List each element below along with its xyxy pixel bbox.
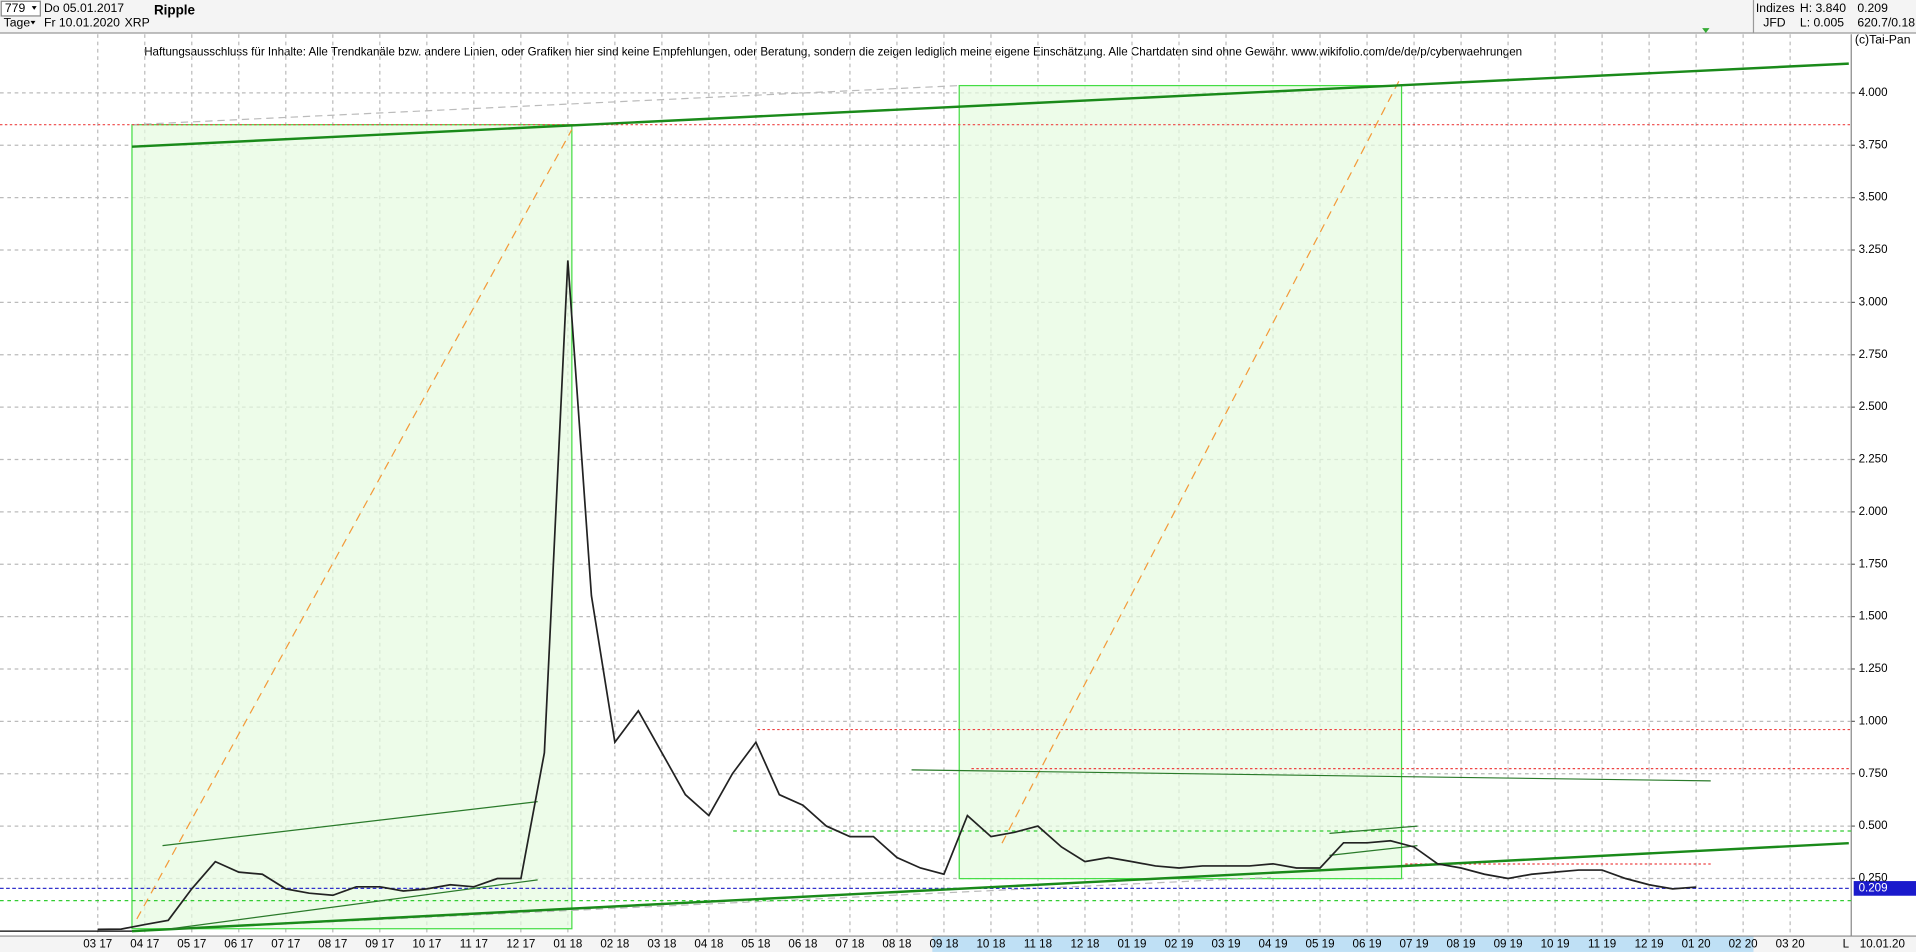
x-tick-label: 11 17 bbox=[460, 938, 488, 951]
price-line bbox=[97, 260, 1697, 931]
x-axis-selection bbox=[932, 936, 1754, 952]
x-tick-label: 12 19 bbox=[1635, 938, 1664, 951]
dropdown-icon bbox=[31, 6, 37, 10]
x-tick-label: 10 18 bbox=[976, 938, 1005, 951]
y-tick-label: 1.500 bbox=[1859, 610, 1888, 623]
last: 0.209 bbox=[1857, 1, 1888, 15]
x-tick-label: 08 18 bbox=[882, 938, 911, 951]
group: Indizes bbox=[1756, 1, 1795, 15]
y-tick-label: 3.500 bbox=[1859, 191, 1888, 204]
x-tick-label: 01 19 bbox=[1117, 938, 1146, 951]
x-tick-label: 08 17 bbox=[318, 938, 347, 951]
x-tick-label: 09 19 bbox=[1494, 938, 1523, 951]
x-tick-label: 06 19 bbox=[1353, 938, 1382, 951]
y-tick-label: 3.000 bbox=[1859, 295, 1888, 308]
x-tick-label: 09 18 bbox=[929, 938, 958, 951]
low: L: 0.005 bbox=[1800, 15, 1844, 29]
x-tick-label: 10 19 bbox=[1541, 938, 1570, 951]
price-marker-box bbox=[1853, 881, 1916, 896]
symbol: XRP bbox=[125, 15, 150, 29]
x-tick-label: 03 20 bbox=[1776, 938, 1805, 951]
x-tick-label: 07 19 bbox=[1400, 938, 1429, 951]
disclaimer: Haftungsausschluss für Inhalte: Alle Tre… bbox=[144, 46, 1522, 59]
guide-line bbox=[131, 84, 960, 126]
y-tick-label: 1.750 bbox=[1859, 557, 1888, 570]
trend-line bbox=[131, 841, 1849, 933]
y-tick-label: 2.250 bbox=[1859, 453, 1888, 466]
y-tick-label: 2.000 bbox=[1859, 505, 1888, 518]
x-tick-label: 09 17 bbox=[365, 938, 394, 951]
period[interactable]: Tage bbox=[4, 15, 31, 29]
info: 620.7/0.18 bbox=[1857, 15, 1915, 29]
x-tick-label: 10 17 bbox=[412, 938, 441, 951]
overlays bbox=[0, 62, 1852, 933]
end-date: Fr 10.01.2020 bbox=[44, 15, 120, 29]
x-tick-label: 03 18 bbox=[647, 938, 676, 951]
x-tick-label: 12 17 bbox=[506, 938, 535, 951]
box-zone bbox=[131, 124, 573, 930]
marker-icon bbox=[1702, 28, 1710, 34]
x-tick-label: 06 18 bbox=[788, 938, 817, 951]
axis-mode[interactable]: L bbox=[1843, 938, 1850, 951]
trend-line bbox=[1329, 845, 1418, 857]
x-tick-label: 01 18 bbox=[553, 938, 582, 951]
y-tick-label: 4.000 bbox=[1859, 86, 1888, 99]
x-tick-label: 02 19 bbox=[1164, 938, 1193, 951]
x-tick-label: 03 17 bbox=[83, 938, 112, 951]
y-tick-label: 2.750 bbox=[1859, 348, 1888, 361]
x-tick-label: 05 17 bbox=[177, 938, 206, 951]
x-tick-label: 12 18 bbox=[1070, 938, 1099, 951]
x-tick-label: 04 19 bbox=[1259, 938, 1288, 951]
x-tick-label: 07 18 bbox=[835, 938, 864, 951]
date-marker: 10.01.20 bbox=[1860, 938, 1905, 951]
copyright: (c)Tai-Pan bbox=[1855, 33, 1911, 47]
x-tick-label: 11 19 bbox=[1588, 938, 1616, 951]
count: 779 bbox=[5, 1, 26, 15]
source: JFD bbox=[1763, 15, 1786, 29]
y-tick-label: 2.500 bbox=[1859, 400, 1888, 413]
y-tick-label: 3.250 bbox=[1859, 243, 1888, 256]
trend-line bbox=[170, 879, 538, 930]
y-tick-label: 0.250 bbox=[1859, 872, 1888, 885]
start-date: Do 05.01.2017 bbox=[44, 1, 124, 15]
x-tick-label: 02 20 bbox=[1729, 938, 1758, 951]
dropdown-icon bbox=[30, 20, 36, 25]
y-tick-label: 0.750 bbox=[1859, 767, 1888, 780]
x-tick-label: 06 17 bbox=[224, 938, 253, 951]
instrument-name: Ripple bbox=[154, 3, 196, 18]
x-tick-label: 04 18 bbox=[694, 938, 723, 951]
x-tick-label: 03 19 bbox=[1212, 938, 1241, 951]
trend-line bbox=[131, 62, 1849, 148]
fib-line bbox=[1001, 80, 1400, 844]
y-tick-label: 3.750 bbox=[1859, 138, 1888, 151]
header-bar bbox=[0, 0, 1916, 34]
x-tick-label: 08 19 bbox=[1447, 938, 1476, 951]
y-tick-label: 0.500 bbox=[1859, 819, 1888, 832]
trend-line bbox=[911, 769, 1711, 782]
x-tick-label: 05 18 bbox=[741, 938, 770, 951]
fib-line bbox=[136, 129, 573, 920]
x-tick-label: 02 18 bbox=[600, 938, 629, 951]
y-tick-label: 1.250 bbox=[1859, 662, 1888, 675]
x-tick-label: 01 20 bbox=[1682, 938, 1711, 951]
x-tick-label: 05 19 bbox=[1306, 938, 1335, 951]
count-box[interactable] bbox=[0, 0, 41, 17]
x-tick-label: 07 17 bbox=[271, 938, 300, 951]
trend-line bbox=[162, 801, 538, 847]
high: H: 3.840 bbox=[1800, 1, 1846, 15]
x-tick-label: 04 17 bbox=[130, 938, 159, 951]
price-marker: 0.209 bbox=[1859, 881, 1888, 894]
x-tick-label: 11 18 bbox=[1024, 938, 1052, 951]
trend-line bbox=[1329, 825, 1418, 835]
y-tick-label: 1.000 bbox=[1859, 714, 1888, 727]
